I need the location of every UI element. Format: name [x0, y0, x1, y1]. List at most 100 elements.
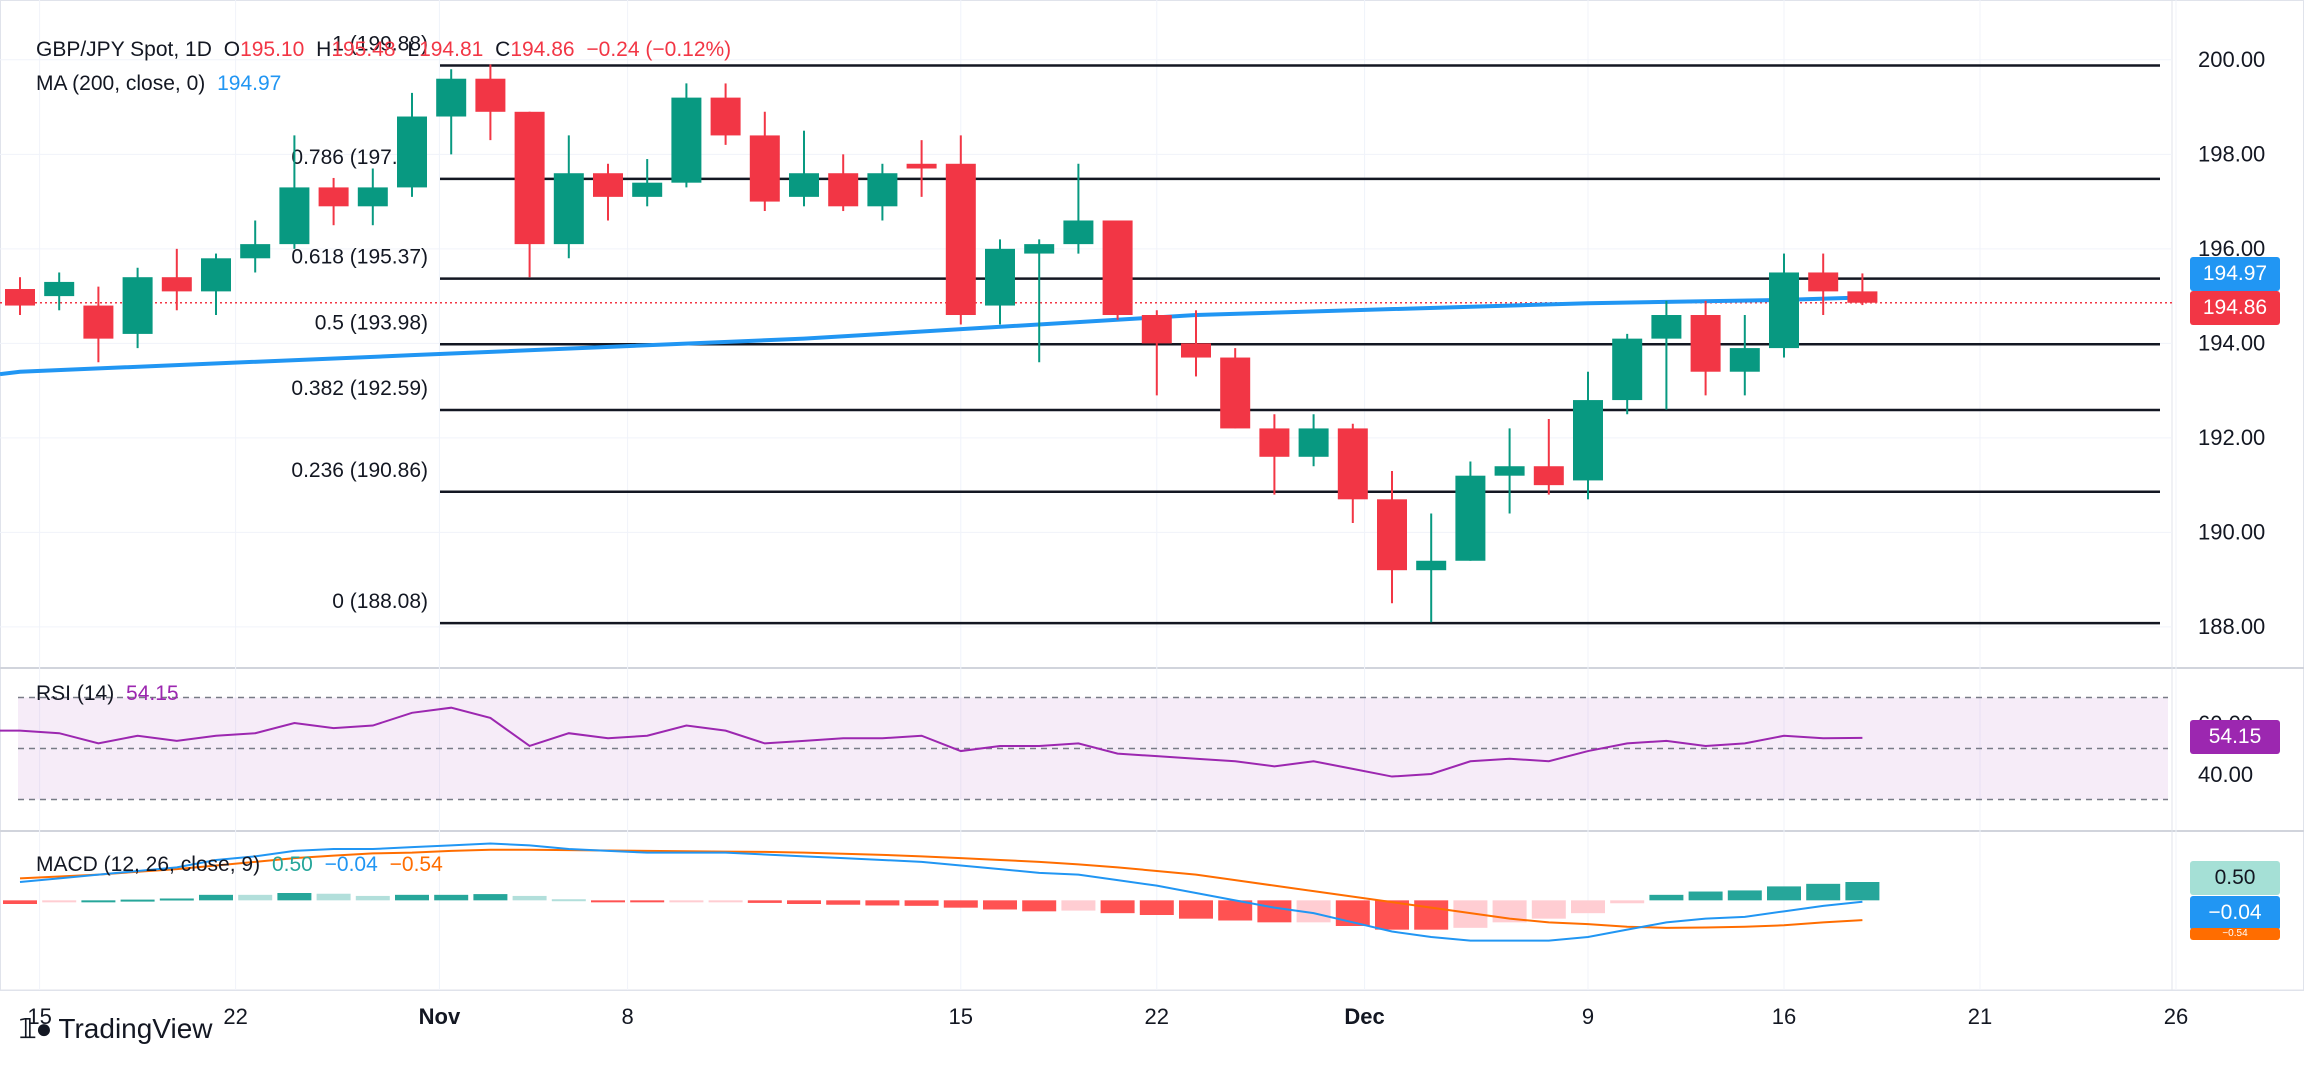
symbol-label: GBP/JPY Spot, 1D — [36, 38, 212, 61]
macd-histogram-bar — [81, 900, 116, 903]
candle-body — [749, 135, 780, 202]
macd-histogram-bar — [1571, 900, 1605, 914]
rsi-pane — [0, 696, 2168, 801]
candle — [1220, 348, 1251, 429]
ma200-line — [0, 295, 1863, 377]
macd-histogram-bar — [1727, 890, 1762, 901]
macd-histogram-bar — [355, 895, 390, 901]
candle — [1024, 239, 1055, 363]
rsi-value: 54.15 — [126, 682, 179, 705]
rsi-band — [18, 697, 2168, 800]
time-tick-label: 15 — [27, 1004, 51, 1029]
macd-legend[interactable]: MACD (12, 26, close, 9) 0.50 −0.04 −0.54 — [36, 853, 449, 877]
candle — [1337, 423, 1368, 523]
candle-body — [1729, 348, 1760, 372]
macd-histogram-bar — [669, 900, 704, 903]
candle — [945, 135, 976, 325]
candle — [240, 220, 271, 273]
macd-pane — [3, 842, 1880, 942]
macd-histogram-bar — [1100, 900, 1135, 914]
open-label: O — [223, 38, 241, 61]
macd-histogram-bar — [199, 894, 233, 901]
candle-body — [1337, 428, 1368, 500]
ma-legend[interactable]: MA (200, close, 0) 194.97 — [36, 72, 287, 96]
candle-body — [514, 111, 545, 245]
close-label: C — [495, 38, 511, 61]
price-tick-label: 194.00 — [2198, 330, 2265, 355]
candle-body — [279, 187, 310, 245]
macd-histogram-bar — [512, 895, 547, 901]
low-label: L — [407, 38, 420, 61]
time-tick-label: Nov — [419, 1004, 461, 1029]
candle-body — [1102, 220, 1133, 316]
rsi-tick-label: 40.00 — [2198, 762, 2253, 787]
candle-body — [1259, 428, 1290, 457]
fib-label: 0.382 (192.59) — [291, 377, 428, 400]
macd-label: MACD (12, 26, close, 9) — [36, 853, 261, 876]
macd-histogram-bar — [1022, 900, 1057, 912]
candle-body — [553, 173, 584, 245]
candle-body — [1533, 466, 1564, 486]
candle — [1729, 315, 1760, 396]
candle-body — [1141, 315, 1172, 344]
candle — [1377, 470, 1407, 604]
macd-hist-badge: 0.50 — [2190, 861, 2280, 895]
candle — [1494, 428, 1525, 514]
macd-histogram-bar — [1531, 900, 1566, 919]
fib-label: 0 (188.08) — [332, 590, 428, 613]
candle-body — [671, 97, 702, 183]
candle-body — [122, 277, 153, 334]
candle-body — [436, 78, 467, 117]
candle — [1102, 220, 1133, 320]
candle — [436, 69, 467, 155]
macd-histogram-bar — [1296, 900, 1331, 923]
macd-histogram-bar — [747, 900, 782, 903]
candle-body — [1024, 244, 1055, 254]
rsi-legend[interactable]: RSI (14) 54.15 — [36, 682, 185, 706]
macd-histogram-bar — [1375, 900, 1409, 930]
candle-body — [710, 97, 741, 136]
candle — [1573, 371, 1603, 500]
macd-histogram-bar — [120, 899, 155, 902]
low-value: 194.81 — [419, 38, 484, 61]
candle-body — [1298, 428, 1329, 457]
macd-histogram-bar — [630, 900, 665, 903]
candle — [1181, 310, 1211, 377]
candle-body — [985, 248, 1015, 306]
fib-label: 0.5 (193.98) — [315, 311, 428, 334]
candle — [397, 92, 427, 197]
candle-body — [1573, 400, 1603, 481]
candle-body — [1808, 272, 1839, 292]
macd-histogram-bar — [826, 900, 861, 905]
macd-histogram-bar — [708, 900, 743, 903]
macd-histogram-bar — [591, 900, 625, 903]
candle — [1416, 513, 1447, 623]
time-tick-label: 15 — [949, 1004, 973, 1029]
change-value: −0.24 (−0.12%) — [586, 38, 732, 61]
macd-histogram-bar — [1806, 883, 1841, 901]
candle — [1259, 414, 1290, 495]
candle-body — [357, 187, 388, 207]
macd-histogram-bar — [395, 894, 429, 901]
candle — [828, 154, 859, 212]
macd-histogram-bar — [1688, 891, 1723, 901]
high-value: 195.48 — [331, 38, 396, 61]
macd-histogram-bar — [943, 900, 978, 908]
tradingview-brand[interactable]: 𝟙● TradingView — [18, 1012, 213, 1045]
candle — [632, 159, 663, 207]
macd-signal-value: −0.54 — [389, 853, 443, 876]
price-tick-label: 196.00 — [2198, 236, 2265, 261]
high-label: H — [316, 38, 332, 61]
ma-price-badge: 194.97 — [2190, 257, 2280, 291]
macd-histogram-bar — [434, 894, 469, 901]
candle-body — [1416, 560, 1447, 571]
ma-value: 194.97 — [217, 72, 282, 95]
candle — [1533, 418, 1564, 495]
candle-body — [161, 277, 192, 292]
macd-histogram-bar — [1257, 900, 1292, 923]
candle — [1651, 300, 1682, 410]
time-tick-label: 9 — [1582, 1004, 1594, 1029]
fib-label: 0.786 (197.48) — [291, 146, 428, 169]
candle-body — [1847, 291, 1878, 303]
